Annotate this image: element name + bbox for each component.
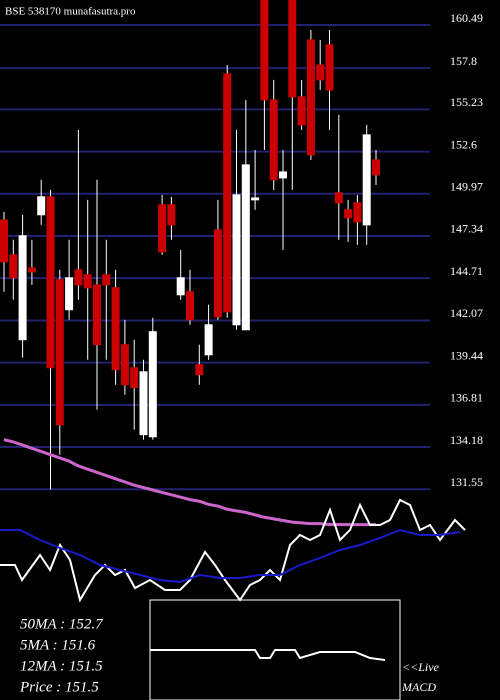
candle-body <box>306 39 315 156</box>
macd-label: <<Live <box>402 660 440 674</box>
y-tick-label: 155.23 <box>450 95 483 109</box>
candle-body <box>167 204 176 226</box>
candle-body <box>158 204 167 253</box>
candle-body <box>213 229 222 318</box>
candle-body <box>195 364 204 376</box>
candle-body <box>139 371 148 436</box>
y-tick-label: 134.18 <box>450 433 483 447</box>
candle-body <box>18 235 27 341</box>
candle-body <box>37 196 46 216</box>
candle-body <box>204 324 213 356</box>
candle-body <box>288 0 297 98</box>
candles <box>0 0 380 527</box>
y-tick-label: 139.44 <box>450 348 483 362</box>
candle-body <box>260 0 269 101</box>
stat-label: 5MA : 151.6 <box>20 637 96 653</box>
y-tick-label: 157.8 <box>450 54 477 68</box>
candle-body <box>0 219 8 263</box>
y-tick-label: 142.07 <box>450 306 483 320</box>
macd-label: MACD <box>401 680 436 694</box>
candle-body <box>241 164 250 331</box>
candle-body <box>46 196 55 369</box>
candle-body <box>344 209 353 219</box>
candle-body <box>334 192 343 204</box>
candle-body <box>55 279 64 426</box>
candle-body <box>65 277 74 311</box>
macd-line <box>150 649 386 661</box>
stat-label: 50MA : 152.7 <box>20 616 104 632</box>
stat-label: 12MA : 151.5 <box>20 658 103 674</box>
candle-body <box>232 194 241 326</box>
y-tick-label: 131.55 <box>450 475 483 489</box>
y-tick-label: 149.97 <box>450 180 483 194</box>
candle-body <box>27 267 36 273</box>
candle-body <box>251 197 260 201</box>
candle-body <box>279 171 287 179</box>
y-tick-label: 147.34 <box>450 222 483 236</box>
ma-line <box>3 438 376 527</box>
indicator-line <box>0 528 461 584</box>
candle-body <box>316 64 325 81</box>
candle-body <box>111 287 120 371</box>
y-tick-label: 144.71 <box>450 264 483 278</box>
candle-body <box>102 274 111 286</box>
candle-body <box>74 269 83 286</box>
candle-body <box>186 291 194 321</box>
chart-title: BSE 538170 munafasutra.pro <box>5 6 136 18</box>
candle-body <box>9 254 18 279</box>
stat-label: Price : 151.5 <box>19 679 99 695</box>
candle-body <box>269 99 278 181</box>
candle-body <box>325 44 334 91</box>
y-tick-label: 152.6 <box>450 137 477 151</box>
indicator-line <box>0 498 466 603</box>
candle-body <box>223 73 232 313</box>
candle-body <box>93 284 101 346</box>
y-tick-label: 136.81 <box>450 391 483 405</box>
y-tick-label: 160.49 <box>450 11 483 25</box>
candle-body <box>372 159 380 176</box>
candle-body <box>362 134 371 226</box>
candle-body <box>130 367 139 389</box>
candle-body <box>83 274 92 289</box>
candle-body <box>353 202 362 223</box>
candle-body <box>120 344 129 386</box>
candle-body <box>176 277 185 296</box>
candle-body <box>297 96 306 126</box>
candle-body <box>148 331 157 438</box>
